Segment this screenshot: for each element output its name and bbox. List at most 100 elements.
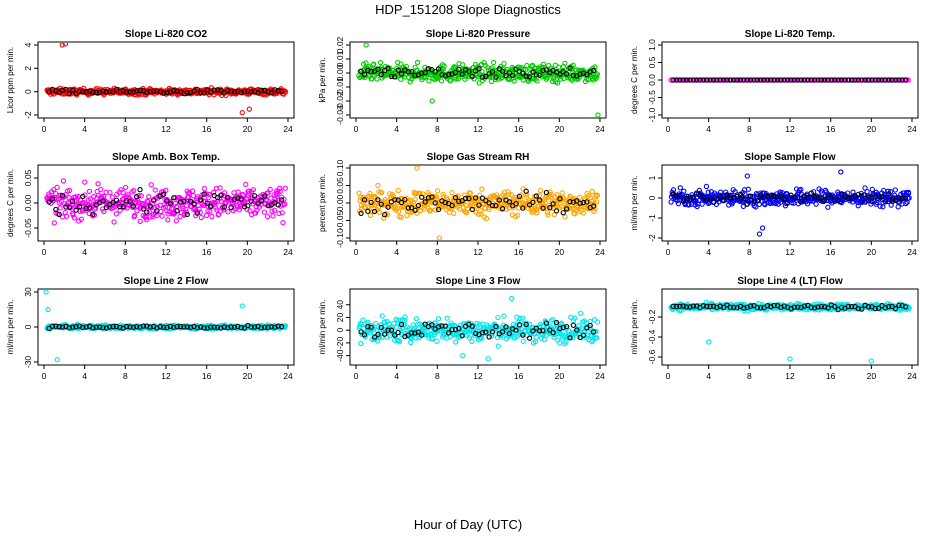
reference-point [489, 69, 496, 75]
reference-point [385, 65, 391, 72]
reference-point [707, 77, 713, 83]
reference-point [751, 77, 757, 83]
reference-point [547, 327, 553, 333]
series-point [520, 338, 526, 344]
reference-point [181, 324, 187, 330]
x-tick-label: 8 [747, 371, 752, 381]
reference-point [707, 195, 713, 201]
reference-point [731, 304, 737, 310]
reference-point [673, 303, 680, 310]
reference-point [741, 196, 747, 202]
series-point [519, 315, 526, 321]
reference-point [892, 77, 899, 83]
series-point [433, 207, 439, 213]
reference-point [537, 197, 543, 203]
reference-point [90, 89, 96, 95]
reference-point [238, 324, 244, 331]
reference-point [886, 191, 892, 197]
reference-point [560, 324, 566, 331]
series-point [267, 186, 273, 193]
reference-point [127, 89, 133, 95]
reference-point [570, 72, 577, 78]
reference-point [221, 204, 227, 210]
reference-point [171, 324, 177, 331]
reference-point [446, 330, 452, 336]
series-point [557, 340, 563, 346]
reference-point [889, 77, 895, 83]
reference-point [690, 303, 696, 309]
series-point [82, 179, 88, 185]
reference-point [815, 195, 821, 201]
series-point [540, 61, 547, 67]
series-point [280, 220, 286, 226]
series-point [448, 77, 454, 83]
reference-point [63, 86, 69, 93]
series-point [396, 339, 403, 345]
reference-point [76, 203, 83, 210]
y-tick-label: 0 [23, 89, 33, 94]
reference-point [493, 202, 499, 209]
series-point [204, 203, 211, 209]
series-point [462, 76, 468, 82]
series-point [206, 191, 212, 197]
series-point [358, 321, 364, 328]
y-tick-label: -0.5 [647, 90, 657, 105]
reference-point [815, 77, 821, 83]
series-point [400, 204, 406, 210]
y-axis-label: kPa per min. [318, 58, 327, 103]
series-point [252, 210, 259, 216]
data-points [668, 299, 912, 364]
x-tick-label: 0 [666, 371, 671, 381]
x-tick-label: 24 [283, 247, 293, 257]
series-point [270, 213, 276, 219]
series-point [550, 316, 556, 323]
series-point [477, 208, 483, 214]
series-point [562, 214, 568, 220]
reference-point [707, 303, 713, 310]
reference-point [771, 77, 777, 83]
reference-point [70, 87, 76, 94]
reference-point [408, 330, 415, 336]
reference-point [258, 325, 265, 331]
y-tick-label: -0.10 [335, 228, 345, 248]
series-point [490, 59, 497, 66]
reference-point [563, 71, 570, 77]
series-point [197, 209, 203, 215]
reference-point [795, 77, 801, 83]
y-tick-label: 30 [23, 287, 33, 297]
reference-point [683, 195, 690, 202]
series-point [571, 315, 578, 321]
reference-point [886, 77, 892, 83]
reference-point [204, 87, 211, 93]
reference-point [845, 303, 851, 310]
series-point [163, 187, 169, 194]
y-tick-label: 0.00 [335, 64, 345, 81]
reference-point [553, 319, 560, 326]
reference-point [683, 77, 690, 83]
series-point [146, 209, 152, 215]
reference-point [80, 193, 86, 200]
reference-point [103, 204, 110, 211]
series-point [101, 208, 107, 215]
reference-point [201, 191, 207, 197]
reference-point [547, 70, 553, 76]
series-point [406, 325, 412, 332]
x-tick-label: 20 [555, 124, 565, 134]
reference-point [385, 327, 391, 333]
x-tick-label: 24 [907, 371, 917, 381]
reference-point [70, 198, 76, 205]
reference-point [86, 88, 93, 94]
series-point [495, 343, 501, 349]
series-point [212, 199, 218, 205]
reference-point [683, 304, 690, 310]
x-axis-label: Hour of Day (UTC) [413, 517, 523, 532]
series-point [813, 201, 819, 207]
series-point [145, 198, 151, 205]
chart-panel: Slope Line 4 (LT) Flow ml/min per min. 0 4 8… [630, 276, 919, 381]
reference-point [567, 335, 573, 341]
reference-point [670, 303, 676, 310]
reference-point [590, 329, 597, 335]
reference-point [194, 325, 200, 331]
series-point [474, 320, 480, 327]
x-tick-label: 16 [826, 371, 836, 381]
